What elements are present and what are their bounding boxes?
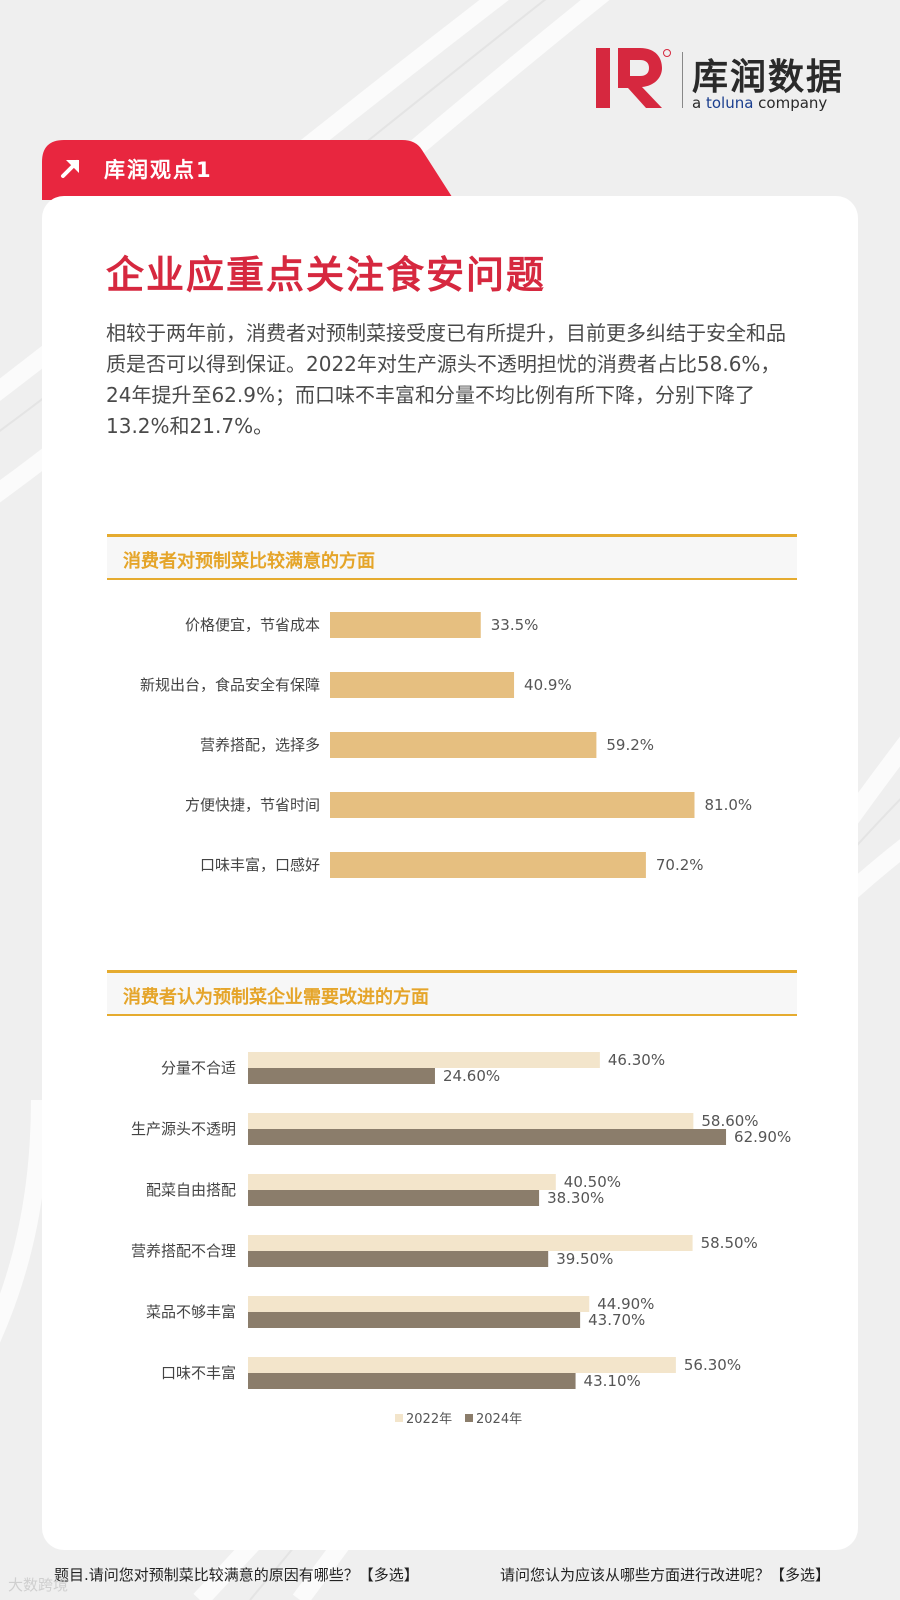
chart2-value-label: 39.50% (556, 1250, 613, 1268)
arrow-up-right-icon (61, 160, 79, 178)
tab-label: 库润观点1 (104, 158, 213, 182)
watermark: 大数跨境 (8, 1576, 69, 1594)
chart1-bar (330, 732, 597, 758)
chart2-category-label: 营养搭配不合理 (131, 1242, 236, 1260)
chart1-value-label: 70.2% (656, 856, 704, 874)
chart2-value-label: 56.30% (684, 1356, 741, 1374)
chart1-category-label: 价格便宜，节省成本 (185, 616, 320, 634)
chart2-bar-2022 (248, 1113, 694, 1129)
chart2-bar-2024 (248, 1129, 727, 1145)
chart2-value-label: 58.60% (701, 1112, 758, 1130)
chart2-bar-2022 (248, 1296, 590, 1312)
body-paragraph: 相较于两年前，消费者对预制菜接受度已有所提升，目前更多纠结于安全和品质是否可以得… (106, 321, 786, 438)
logo-divider (682, 52, 683, 108)
chart1-category-label: 新规出台，食品安全有保障 (140, 676, 320, 694)
legend-label: 2022年 (406, 1412, 452, 1427)
chart2-bar-2024 (248, 1190, 540, 1206)
chart2-value-label: 62.90% (734, 1128, 791, 1146)
footer-question-right: 请问您认为应该从哪些方面进行改进呢？【多选】 (500, 1566, 831, 1584)
chart2-value-label: 58.50% (701, 1234, 758, 1252)
chart1-bar (330, 852, 646, 878)
chart2-value-label: 44.90% (597, 1295, 654, 1313)
satisfaction-bar-chart: 价格便宜，节省成本 33.5% 新规出台，食品安全有保障 40.9% 营养搭配，选择多 5… (140, 612, 753, 878)
brand-name: 库润数据 (692, 57, 845, 98)
section-tab (42, 140, 454, 200)
chart2-title: 消费者认为预制菜企业需要改进的方面 (123, 987, 429, 1008)
chart2-category-label: 分量不合适 (161, 1059, 236, 1077)
legend-swatch (465, 1414, 473, 1422)
chart1-bar (330, 612, 481, 638)
chart1-value-label: 40.9% (524, 676, 572, 694)
chart2-bar-2022 (248, 1357, 676, 1373)
page-title: 企业应重点关注食安问题 (106, 253, 547, 297)
chart2-bar-2022 (248, 1052, 600, 1068)
chart2-bar-2024 (248, 1373, 576, 1389)
chart2-bar-2024 (248, 1251, 549, 1267)
chart2-value-label: 43.10% (584, 1372, 641, 1390)
chart2-value-label: 43.70% (588, 1311, 645, 1329)
legend-swatch (395, 1414, 403, 1422)
chart1-value-label: 81.0% (705, 796, 753, 814)
chart1-bar (330, 792, 695, 818)
chart1-title: 消费者对预制菜比较满意的方面 (123, 551, 375, 572)
chart2-category-label: 配菜自由搭配 (146, 1181, 236, 1199)
chart2-value-label: 46.30% (608, 1051, 665, 1069)
chart2-bar-2022 (248, 1174, 556, 1190)
chart2-bar-2022 (248, 1235, 693, 1251)
footer-question-left: 题目.请问您对预制菜比较满意的原因有哪些？【多选】 (54, 1566, 419, 1584)
chart2-value-label: 24.60% (443, 1067, 500, 1085)
chart1-value-label: 33.5% (491, 616, 539, 634)
chart2-category-label: 菜品不够丰富 (146, 1303, 236, 1321)
logo-mark-icon (596, 48, 671, 108)
chart1-category-label: 方便快捷，节省时间 (185, 796, 320, 814)
brand-logo: 库润数据 a toluna company (596, 48, 856, 112)
chart1-header: 消费者对预制菜比较满意的方面 (107, 534, 797, 580)
legend-label: 2024年 (476, 1412, 522, 1427)
chart2-bar-2024 (248, 1068, 435, 1084)
improvement-bar-chart: 分量不合适 46.30% 24.60% 生产源头不透明 58.60%62.90% 配菜自由… (131, 1051, 791, 1427)
chart1-category-label: 营养搭配，选择多 (200, 736, 320, 754)
chart1-bar (330, 672, 515, 698)
chart1-category-label: 口味丰富，口感好 (200, 856, 320, 874)
chart2-category-label: 生产源头不透明 (131, 1120, 236, 1138)
chart2-value-label: 38.30% (547, 1189, 604, 1207)
chart2-value-label: 40.50% (564, 1173, 621, 1191)
brand-tagline: a toluna company (692, 94, 828, 112)
chart2-bar-2024 (248, 1312, 581, 1328)
chart1-value-label: 59.2% (606, 736, 654, 754)
chart2-category-label: 口味不丰富 (161, 1364, 236, 1382)
chart2-header: 消费者认为预制菜企业需要改进的方面 (107, 970, 797, 1016)
